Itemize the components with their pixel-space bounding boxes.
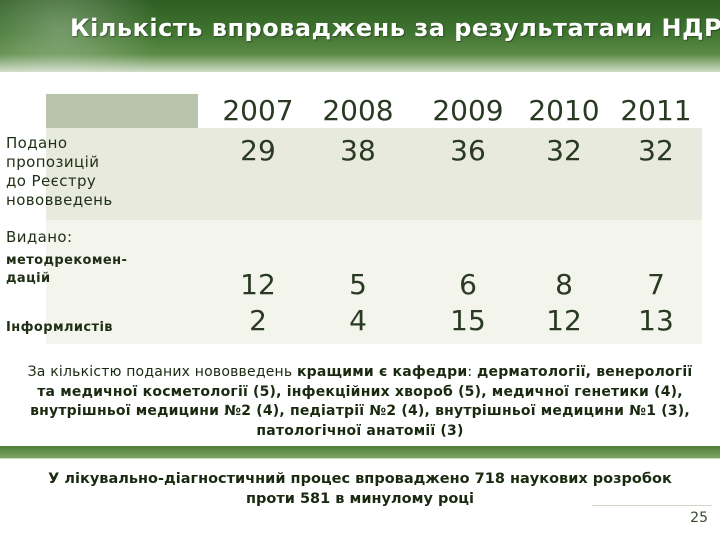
page-number: 25 bbox=[690, 510, 708, 526]
previous-year-count: 581 bbox=[299, 491, 331, 507]
slide-title: Кількість впроваджень за результатами НД… bbox=[70, 14, 720, 42]
info-2011-value: 13 bbox=[638, 304, 674, 337]
best-departments-heading: кращими є кафедри bbox=[296, 364, 468, 380]
info-2010-value: 12 bbox=[546, 304, 582, 337]
method-2009-value: 6 bbox=[459, 268, 477, 301]
year-2008-header: 2008 bbox=[322, 94, 394, 127]
proposals-2011-value: 32 bbox=[638, 134, 674, 167]
table-row-proposals bbox=[46, 128, 702, 220]
proposals-2010-value: 32 bbox=[546, 134, 582, 167]
best-departments-paragraph: За кількістю поданих нововведень кращими… bbox=[27, 364, 693, 439]
info-sheets-label: Інформлистів bbox=[6, 320, 113, 335]
proposals-2007-value: 29 bbox=[240, 134, 276, 167]
method-2007-value: 12 bbox=[240, 268, 276, 301]
year-2010-header: 2010 bbox=[528, 94, 600, 127]
method-2008-value: 5 bbox=[349, 268, 367, 301]
info-2008-value: 4 bbox=[349, 304, 367, 337]
slide-header: Кількість впроваджень за результатами НД… bbox=[0, 0, 720, 72]
implementation-summary: У лікувально-діагностичний процес впрова… bbox=[48, 471, 672, 507]
year-2007-header: 2007 bbox=[222, 94, 294, 127]
year-2011-header: 2011 bbox=[620, 94, 692, 127]
info-2007-value: 2 bbox=[249, 304, 267, 337]
issued-label: Видано: bbox=[6, 228, 73, 246]
statistics-table: 2007 2008 2009 2010 2011 Подано пропозиц… bbox=[6, 94, 702, 344]
proposals-2008-value: 38 bbox=[340, 134, 376, 167]
divider-bar bbox=[0, 446, 720, 459]
method-recommendations-label: методрекомен- дацій bbox=[6, 253, 128, 286]
year-2009-header: 2009 bbox=[432, 94, 504, 127]
table-header-label-cell bbox=[46, 94, 198, 128]
info-2009-value: 15 bbox=[450, 304, 486, 337]
best-departments-list: дерматології, венерології та медичної ко… bbox=[30, 364, 693, 439]
proposals-2009-value: 36 bbox=[450, 134, 486, 167]
page-number-box bbox=[592, 505, 712, 530]
method-2011-value: 7 bbox=[647, 268, 665, 301]
proposals-row-label: Подано пропозицій до Реєстру нововведень bbox=[6, 134, 113, 209]
table-row-issued bbox=[46, 220, 702, 344]
method-2010-value: 8 bbox=[555, 268, 573, 301]
implemented-count: 718 bbox=[474, 471, 505, 487]
